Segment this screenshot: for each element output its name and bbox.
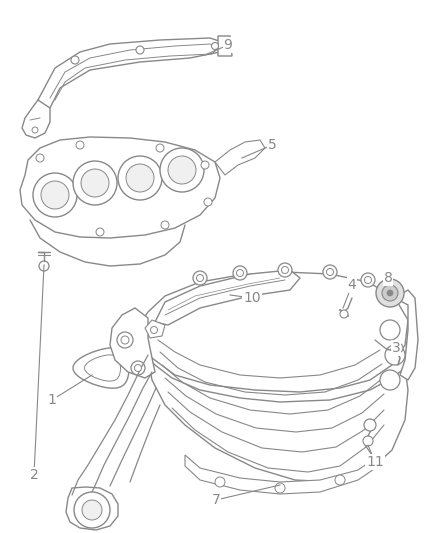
Circle shape — [361, 273, 375, 287]
Polygon shape — [218, 36, 232, 56]
Circle shape — [364, 277, 371, 284]
Circle shape — [204, 198, 212, 206]
Circle shape — [81, 169, 109, 197]
Circle shape — [136, 46, 144, 54]
Circle shape — [393, 343, 403, 353]
Circle shape — [73, 161, 117, 205]
Circle shape — [376, 279, 404, 307]
Text: 2: 2 — [30, 468, 39, 482]
Polygon shape — [22, 100, 50, 138]
Circle shape — [168, 156, 196, 184]
Circle shape — [71, 56, 79, 64]
Text: 7: 7 — [212, 493, 220, 507]
Circle shape — [335, 475, 345, 485]
Polygon shape — [148, 358, 408, 482]
Circle shape — [134, 365, 141, 372]
Circle shape — [233, 266, 247, 280]
Circle shape — [32, 127, 38, 133]
Circle shape — [151, 327, 158, 334]
Polygon shape — [185, 455, 380, 494]
Text: 5: 5 — [268, 138, 276, 152]
Circle shape — [323, 265, 337, 279]
Circle shape — [382, 285, 398, 301]
Polygon shape — [38, 38, 225, 112]
Circle shape — [237, 270, 244, 277]
Circle shape — [131, 361, 145, 375]
Polygon shape — [155, 270, 300, 325]
Circle shape — [387, 290, 393, 296]
Circle shape — [36, 154, 44, 162]
Circle shape — [96, 228, 104, 236]
Circle shape — [161, 221, 169, 229]
Polygon shape — [215, 140, 265, 175]
Circle shape — [278, 263, 292, 277]
Circle shape — [76, 141, 84, 149]
Circle shape — [160, 148, 204, 192]
Polygon shape — [66, 487, 118, 530]
Circle shape — [118, 156, 162, 200]
Circle shape — [282, 266, 289, 273]
Text: 11: 11 — [366, 455, 384, 469]
Text: 3: 3 — [392, 341, 400, 355]
Polygon shape — [145, 320, 165, 338]
Circle shape — [126, 164, 154, 192]
Text: 4: 4 — [348, 278, 357, 292]
Circle shape — [340, 310, 348, 318]
Text: 1: 1 — [48, 393, 57, 407]
Text: 10: 10 — [243, 291, 261, 305]
Circle shape — [197, 274, 204, 281]
Circle shape — [33, 173, 77, 217]
Polygon shape — [110, 308, 155, 378]
Polygon shape — [20, 137, 220, 238]
Circle shape — [275, 483, 285, 493]
Circle shape — [74, 492, 110, 528]
Circle shape — [41, 181, 69, 209]
Circle shape — [82, 500, 102, 520]
Circle shape — [385, 345, 405, 365]
Circle shape — [212, 43, 219, 50]
Circle shape — [117, 332, 133, 348]
Circle shape — [364, 419, 376, 431]
Text: 9: 9 — [223, 38, 233, 52]
Circle shape — [380, 320, 400, 340]
Circle shape — [326, 269, 333, 276]
Circle shape — [156, 144, 164, 152]
Text: 8: 8 — [384, 271, 392, 285]
Circle shape — [363, 436, 373, 446]
Circle shape — [201, 161, 209, 169]
Circle shape — [193, 271, 207, 285]
Circle shape — [39, 261, 49, 271]
Circle shape — [215, 477, 225, 487]
Circle shape — [380, 370, 400, 390]
Polygon shape — [395, 290, 418, 380]
Circle shape — [121, 336, 129, 344]
Polygon shape — [142, 272, 408, 392]
